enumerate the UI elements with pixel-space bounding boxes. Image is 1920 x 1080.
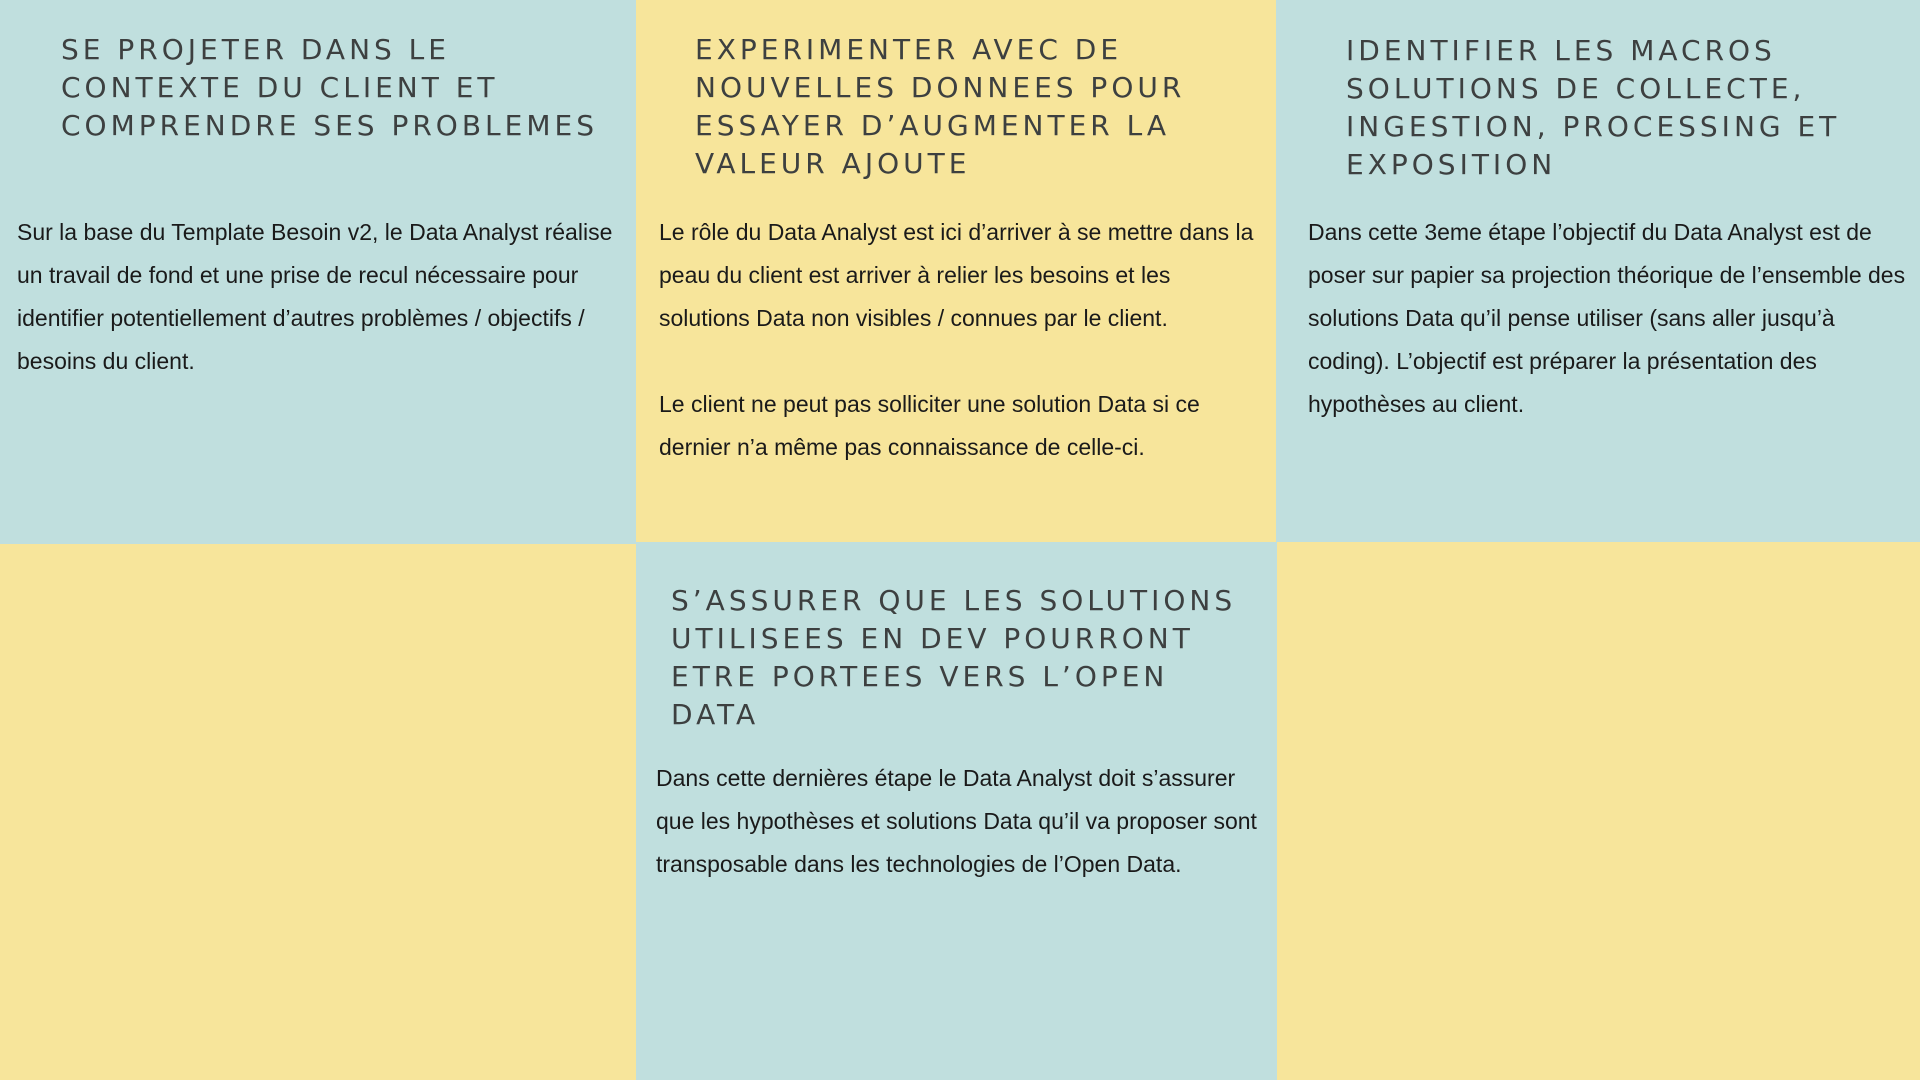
card-identifier-macros: IDENTIFIER LES MACROS SOLUTIONS DE COLLE… xyxy=(1276,0,1920,542)
card-paragraph: Le client ne peut pas solliciter une sol… xyxy=(659,391,1200,460)
card-paragraph: Dans cette 3eme étape l’objectif du Data… xyxy=(1308,219,1906,417)
card-title: S’ASSURER QUE LES SOLUTIONS UTILISEES EN… xyxy=(671,584,1237,731)
card-open-data: S’ASSURER QUE LES SOLUTIONS UTILISEES EN… xyxy=(636,542,1277,1080)
card-title: EXPERIMENTER AVEC DE NOUVELLES DONNEES P… xyxy=(695,33,1186,180)
card-body: Dans cette 3eme étape l’objectif du Data… xyxy=(1308,211,1908,426)
card-experimenter: EXPERIMENTER AVEC DE NOUVELLES DONNEES P… xyxy=(636,0,1276,542)
card-se-projeter: SE PROJETER DANS LE CONTEXTE DU CLIENT E… xyxy=(0,0,636,544)
card-title: IDENTIFIER LES MACROS SOLUTIONS DE COLLE… xyxy=(1346,34,1841,181)
card-empty-left xyxy=(0,544,636,1080)
card-paragraph: Dans cette dernières étape le Data Analy… xyxy=(656,765,1257,877)
card-paragraph: Le rôle du Data Analyst est ici d’arrive… xyxy=(659,219,1254,331)
card-title: SE PROJETER DANS LE CONTEXTE DU CLIENT E… xyxy=(61,33,598,142)
card-body: Dans cette dernières étape le Data Analy… xyxy=(656,757,1266,886)
card-paragraph: Sur la base du Template Besoin v2, le Da… xyxy=(17,219,613,374)
card-body: Sur la base du Template Besoin v2, le Da… xyxy=(17,211,617,383)
card-empty-right xyxy=(1277,542,1920,1080)
card-body: Le rôle du Data Analyst est ici d’arrive… xyxy=(659,211,1259,469)
